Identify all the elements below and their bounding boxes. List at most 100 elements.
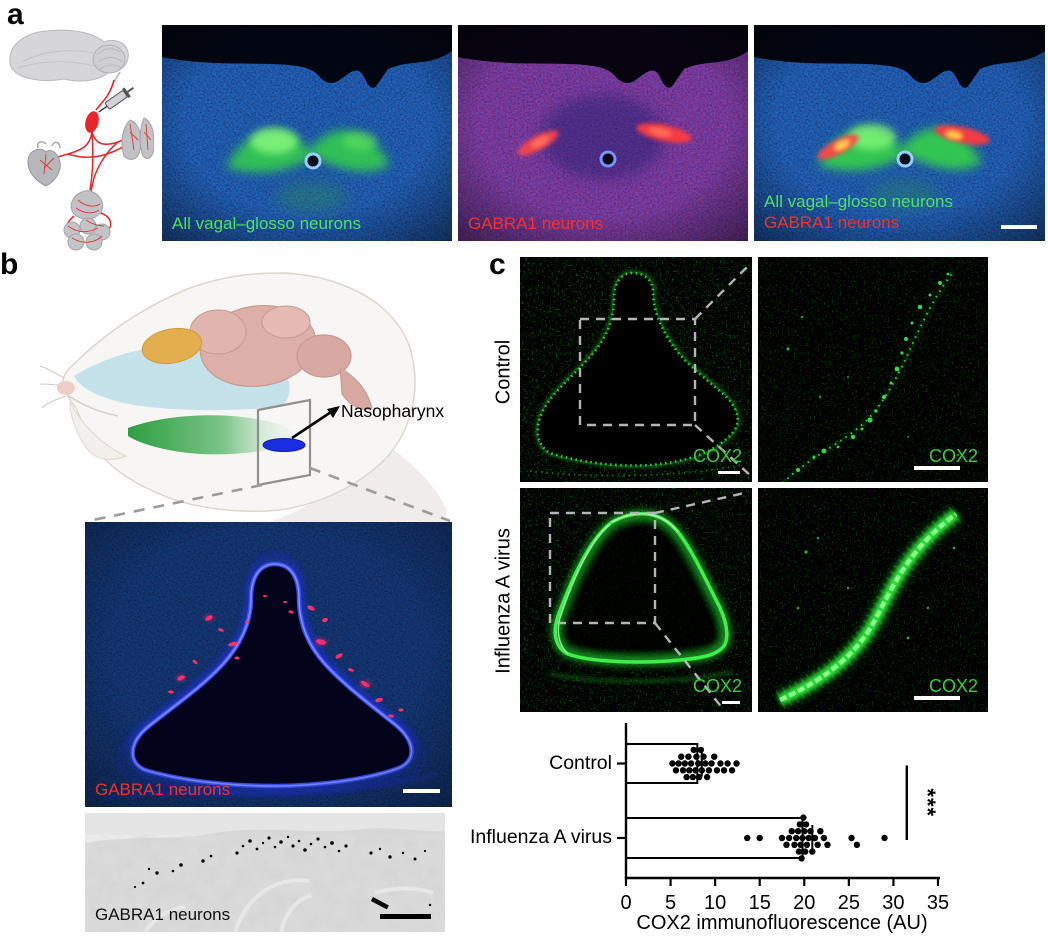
data-point (724, 760, 731, 767)
data-point (693, 753, 700, 760)
cox2-outline (536, 271, 739, 467)
intestine-icon (63, 217, 111, 251)
gabra1-positive-specks (133, 835, 432, 910)
significance-stars: *** (915, 788, 940, 817)
data-point (689, 773, 697, 781)
chart-category-label-control: Control (549, 752, 612, 774)
data-point (799, 834, 806, 842)
data-point (708, 760, 715, 767)
micrograph-c-influenza-overview: COX2 (520, 488, 752, 712)
marker-label: COX2 (692, 446, 742, 466)
section-connector-dashes (87, 466, 451, 522)
scale-bar (718, 470, 740, 474)
data-point (675, 760, 682, 767)
x-tick-label: 5 (665, 892, 676, 914)
data-point (697, 746, 705, 754)
chart-category-label-influenza: Influenza A virus (469, 826, 612, 848)
jaw (69, 401, 128, 460)
caption-line-green: All vagal–glosso neurons (764, 192, 954, 211)
micrograph-b-gabra1-brightfield: GABRA1 neurons (85, 813, 445, 932)
x-tick-label: 15 (749, 892, 771, 914)
data-point (681, 760, 689, 767)
micrograph-caption: GABRA1 neurons (95, 780, 231, 799)
data-point (797, 841, 804, 848)
data-point (717, 760, 724, 767)
data-point (801, 848, 809, 855)
data-point (678, 753, 685, 760)
micrograph-caption: GABRA1 neurons (468, 214, 604, 233)
scale-bar (380, 914, 431, 919)
scale-bar (722, 700, 740, 704)
data-point (698, 767, 705, 774)
micrograph-caption: GABRA1 neurons (95, 905, 231, 924)
data-point (672, 767, 680, 774)
data-point (800, 814, 807, 821)
data-point (796, 821, 804, 828)
chart-x-axis-title: COX2 immunofluorescence (AU) (636, 912, 928, 934)
marker-label: COX2 (928, 446, 978, 466)
data-point (679, 767, 687, 774)
olfactory-bulb (141, 327, 203, 365)
x-tick-label: 10 (704, 892, 726, 914)
panel-a-label: a (7, 0, 24, 31)
syringe-icon (98, 87, 134, 113)
nasopharynx-arrow (291, 406, 340, 440)
brain-icon (9, 29, 129, 83)
panel-c-label: c (489, 248, 506, 281)
x-tick-label: 0 (620, 892, 631, 914)
scale-bar (914, 466, 960, 470)
ganglion-node (85, 111, 99, 133)
data-point (785, 834, 793, 842)
data-point (881, 834, 888, 842)
data-point (853, 841, 861, 848)
data-point (798, 855, 805, 862)
data-point (817, 828, 824, 835)
micrograph-b-nasopharynx-gabra1: GABRA1 neurons (85, 522, 452, 807)
data-point (695, 760, 702, 767)
data-point (805, 834, 812, 842)
data-point (801, 828, 808, 835)
data-point (692, 767, 699, 774)
scale-bar (1001, 224, 1037, 229)
data-point (803, 841, 811, 848)
micrograph-a-merge: All vagal–glosso neurons GABRA1 neurons (754, 25, 1045, 241)
data-point (711, 753, 718, 760)
micrograph-caption: All vagal–glosso neurons (172, 214, 362, 233)
chart-plot-area: 0 5 10 15 20 25 30 35 *** (617, 723, 949, 914)
data-point (685, 753, 692, 760)
data-point (683, 773, 690, 781)
data-point (687, 760, 695, 767)
x-tick-label: 20 (793, 892, 815, 914)
data-point (791, 841, 798, 848)
nose-tip (57, 381, 75, 395)
micrograph-a-vagal-glosso: All vagal–glosso neurons (162, 25, 452, 241)
scale-bar (914, 696, 960, 700)
data-point (713, 767, 721, 774)
x-tick-label: 35 (927, 892, 949, 914)
heart-icon (27, 141, 61, 187)
data-point (788, 828, 796, 835)
mouth-line (65, 393, 119, 417)
caption-line-red: GABRA1 neurons (764, 213, 900, 232)
data-point (744, 834, 751, 842)
data-point (814, 841, 821, 848)
data-point (700, 753, 707, 760)
bar-influenza-a-virus (625, 817, 804, 859)
data-point (686, 767, 693, 774)
zoom-region-box (578, 317, 697, 427)
data-point (733, 760, 740, 767)
data-point (728, 767, 736, 774)
micrograph-c-influenza-zoom: COX2 (758, 488, 988, 712)
micrograph-c-control-overview: COX2 (520, 257, 752, 482)
scale-bar (403, 788, 440, 793)
data-point (756, 834, 763, 842)
data-point (702, 760, 709, 767)
data-point (690, 746, 697, 754)
zoom-region-box (548, 511, 657, 625)
cox2-speckles (796, 536, 956, 640)
cox2-speckles (786, 272, 960, 472)
panel-b-label: b (0, 248, 19, 281)
data-point (793, 834, 800, 842)
nasopharynx-marker (262, 438, 306, 452)
data-point (824, 841, 831, 848)
